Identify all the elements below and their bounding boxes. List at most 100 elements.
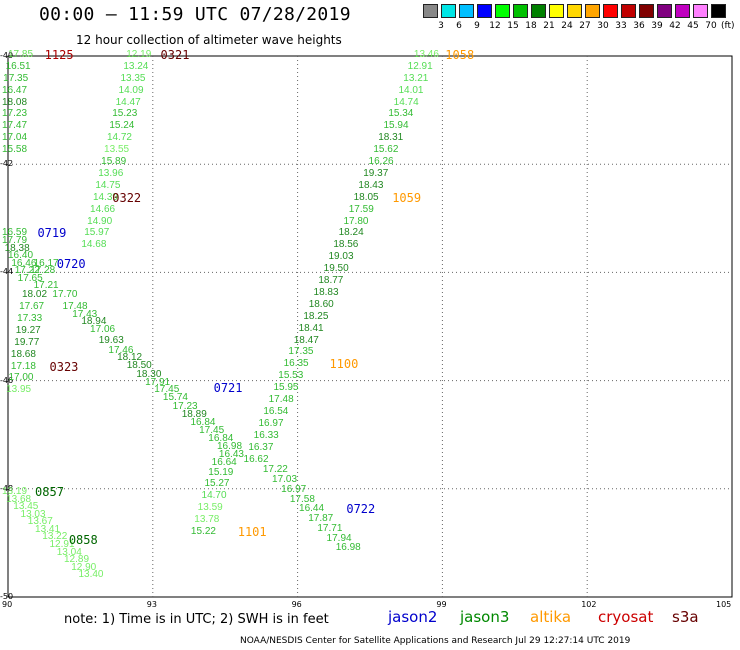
- wave-height-label: 13.67: [27, 516, 53, 528]
- wave-height-label: 17.00: [8, 372, 34, 384]
- wave-height-label: 16.40: [7, 250, 34, 262]
- legend-label: 12: [489, 21, 501, 31]
- wave-height-label: 13.68: [6, 493, 32, 505]
- wave-height-label: 15.95: [273, 382, 299, 394]
- legend-label: 9: [474, 21, 480, 31]
- wave-height-label: 17.22: [14, 265, 40, 277]
- wave-height-label: 17.47: [2, 120, 28, 132]
- wave-height-label: 15.27: [204, 478, 230, 490]
- wave-height-label: 16.44: [299, 503, 325, 515]
- wave-height-label: 16.17: [33, 257, 59, 269]
- pass-time-label: 0323: [49, 359, 79, 374]
- satellite-legend-jason2: jason2: [388, 608, 438, 626]
- wave-height-label: 18.02: [21, 289, 48, 301]
- legend-swatch: [549, 4, 564, 18]
- wave-height-label: 17.35: [3, 72, 29, 84]
- pass-time-label: 1101: [237, 525, 267, 540]
- wave-height-label: 13.96: [98, 167, 124, 179]
- wave-height-label: 15.19: [208, 467, 234, 479]
- footer-credit: NOAA/NESDIS Center for Satellite Applica…: [240, 636, 631, 646]
- wave-height-label: 18.41: [298, 322, 324, 334]
- lon-tick-label: 93: [146, 600, 157, 609]
- legend-swatch: [711, 4, 726, 18]
- lon-tick-label: 105: [716, 600, 732, 609]
- pass-time-label: 1058: [445, 47, 475, 62]
- legend-swatch: [675, 4, 690, 18]
- wave-height-label: 14.74: [393, 96, 419, 108]
- legend-label: 15: [507, 21, 519, 31]
- legend-label: 6: [456, 21, 462, 31]
- wave-height-label: 15.74: [162, 392, 188, 404]
- wave-height-label: 18.68: [10, 348, 36, 360]
- wave-height-label: 15.53: [278, 370, 304, 382]
- wave-height-label: 16.35: [283, 358, 309, 370]
- wave-height-label: 17.28: [30, 265, 56, 277]
- wave-height-label: 17.43: [72, 308, 98, 320]
- wave-height-label: 13.46: [413, 48, 439, 60]
- pass-time-label: 0722: [346, 502, 376, 517]
- wave-height-label: 19.77: [14, 336, 40, 348]
- wave-height-label: 13.45: [13, 501, 39, 513]
- legend-unit: (ft): [721, 21, 735, 31]
- wave-height-label: 17.03: [272, 474, 298, 486]
- wave-height-label: 14.01: [398, 84, 424, 96]
- wave-height-label: 18.31: [378, 132, 404, 144]
- wave-height-label: 19.37: [363, 167, 389, 179]
- wave-height-label: 13.59: [197, 502, 223, 514]
- wave-height-label: 17.58: [289, 493, 315, 505]
- pass-time-label: 1125: [44, 47, 74, 62]
- pass-time-label: 0719: [37, 226, 67, 241]
- wave-height-label: 13.21: [403, 72, 429, 84]
- wave-height-label: 16.98: [216, 441, 243, 453]
- lon-tick-label: 96: [291, 600, 302, 609]
- wave-height-label: 17.23: [172, 400, 198, 412]
- wave-height-label: 17.18: [10, 360, 36, 372]
- wave-height-label: 14.09: [118, 84, 144, 96]
- lon-tick-label: 102: [581, 600, 597, 609]
- lat-tick-label: -50: [0, 592, 14, 601]
- legend-label: 3: [438, 21, 444, 31]
- wave-height-label: 16.84: [190, 417, 216, 429]
- legend-swatch: [513, 4, 528, 18]
- wave-height-label: 16.97: [281, 483, 307, 495]
- wave-height-label: 18.43: [358, 179, 384, 191]
- wave-height-label: 14.90: [87, 215, 113, 227]
- lat-tick-label: -42: [0, 159, 14, 169]
- wave-height-color-legend: 3 6 9 12 15 18 21 24 27 30 33 36 39 42 45 70 (ft): [420, 4, 740, 38]
- wave-height-label: 12.91: [407, 60, 433, 72]
- wave-height-label: 15.34: [388, 108, 414, 120]
- satellite-legend-altika: altika: [530, 608, 572, 626]
- wave-height-label: 13.03: [20, 508, 46, 520]
- wave-height-label: 18.12: [117, 352, 143, 364]
- legend-label: 33: [615, 21, 627, 31]
- legend-swatch: [477, 4, 492, 18]
- pass-time-label: 0322: [112, 190, 142, 205]
- wave-height-label: 17.45: [199, 424, 225, 436]
- pass-time-label: 0721: [213, 381, 243, 396]
- wave-height-label: 13.24: [123, 60, 149, 72]
- wave-height-label: 17.91: [145, 376, 171, 388]
- pass-time-label: 0858: [68, 533, 98, 548]
- legend-label: 24: [561, 21, 573, 31]
- wave-height-label: 17.87: [308, 513, 334, 525]
- wave-height-label: 14.72: [106, 132, 132, 144]
- wave-height-label: 16.98: [335, 542, 361, 554]
- wave-height-label: 14.75: [95, 179, 121, 191]
- wave-height-label: 12.89: [63, 554, 90, 566]
- wave-height-label: 13.35: [120, 72, 146, 84]
- wave-height-label: 13.41: [35, 523, 61, 535]
- wave-height-label: 13.40: [78, 569, 104, 581]
- wave-height-label: 17.59: [348, 203, 374, 215]
- lat-tick-label: -46: [0, 375, 14, 385]
- legend-swatch: [693, 4, 708, 18]
- wave-height-label: 17.85: [7, 48, 34, 60]
- legend-swatch: [495, 4, 510, 18]
- wave-height-label: 18.60: [308, 298, 334, 310]
- wave-height-label: 18.77: [318, 275, 344, 287]
- legend-swatch: [657, 4, 672, 18]
- wave-height-label: 13.19: [2, 486, 28, 498]
- wave-height-label: 15.62: [373, 144, 399, 156]
- lon-tick-label: 90: [2, 600, 13, 609]
- wave-height-label: 14.39: [92, 191, 118, 203]
